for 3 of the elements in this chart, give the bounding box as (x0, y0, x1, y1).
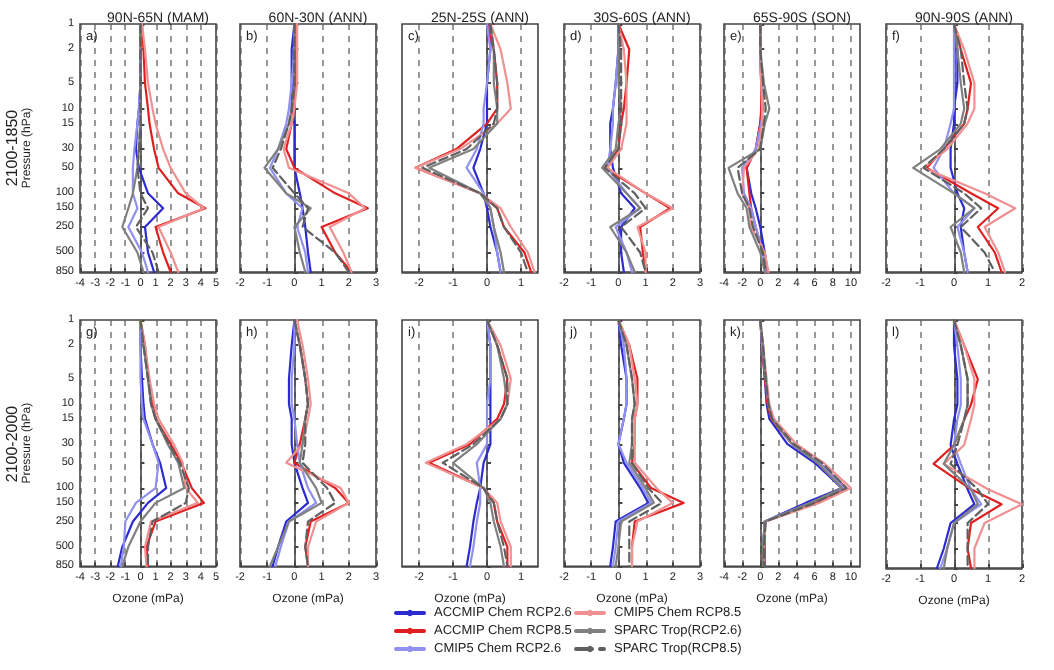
line-series (119, 318, 160, 568)
text: 2100-1850 (3, 108, 21, 187)
text: 2100-2000 (3, 404, 21, 483)
